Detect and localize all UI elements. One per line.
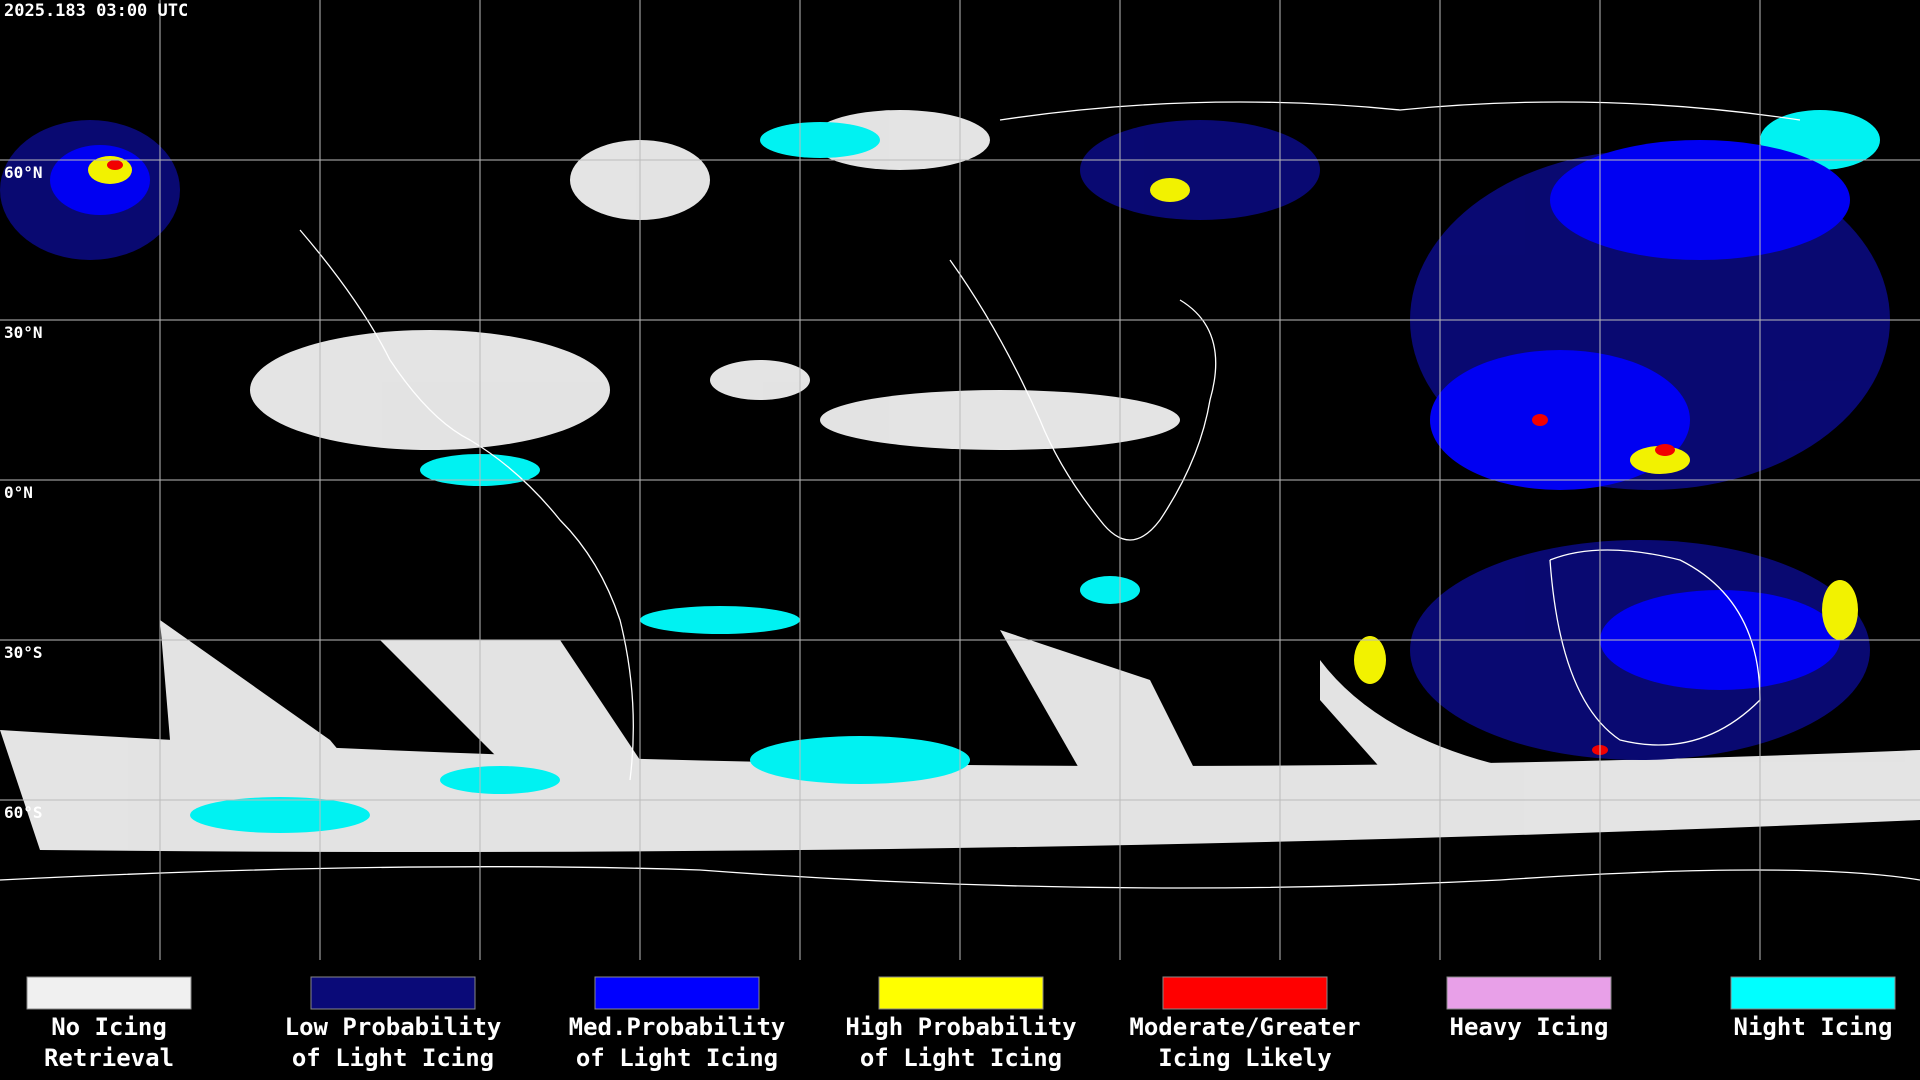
graticule: 60°N 30°N 0°N 30°S 60°S: [0, 0, 1920, 960]
cloud-area: [820, 390, 1180, 450]
cloud-area: [640, 606, 800, 634]
legend-label: Icing Likely: [1158, 1044, 1331, 1072]
timestamp: 2025.183 03:00 UTC: [4, 1, 188, 21]
legend-label: Med.Probability: [569, 1013, 786, 1041]
legend-swatch: [878, 976, 1044, 1010]
legend-label: Heavy Icing: [1450, 1013, 1609, 1041]
legend-label: of Light Icing: [576, 1044, 778, 1072]
legend-label: Night Icing: [1734, 1013, 1893, 1041]
latitude-label: 60°N: [4, 163, 43, 182]
cloud-area: [380, 640, 640, 780]
latitude-label: 0°N: [4, 483, 33, 502]
cloud-area: [1550, 140, 1850, 260]
latitude-label: 30°N: [4, 323, 43, 342]
cloud-area: [107, 160, 123, 170]
legend-label: Low Probability: [285, 1013, 502, 1041]
coastline: [999, 101, 1801, 121]
cloud-area: [1150, 178, 1190, 202]
coastlines: [0, 101, 1920, 889]
legend-label: High Probability: [845, 1013, 1076, 1041]
cloud-area: [1822, 580, 1858, 640]
cloud-area: [1080, 120, 1320, 220]
cloud-area: [190, 797, 370, 833]
cloud-area: [1630, 446, 1690, 474]
legend-swatch: [594, 976, 760, 1010]
cloud-area: [1430, 350, 1690, 490]
legend-label: Retrieval: [44, 1044, 174, 1072]
legend-swatch: [1446, 976, 1612, 1010]
latitude-label: 30°S: [4, 643, 43, 662]
cloud-area: [1320, 660, 1520, 790]
legend-swatch: [1730, 976, 1896, 1010]
cloud-area: [440, 766, 560, 794]
legend-swatch: [310, 976, 476, 1010]
cloud-area: [1655, 444, 1675, 456]
cloud-area: [750, 736, 970, 784]
legend: No Icing Retrieval Low Probability of Light…: [26, 976, 1896, 1072]
legend-swatch: [1162, 976, 1328, 1010]
cloud-area: [710, 360, 810, 400]
legend-swatch: [26, 976, 192, 1010]
legend-label: No Icing: [51, 1013, 167, 1041]
latitude-label: 60°S: [4, 803, 43, 822]
cloud-area: [1354, 636, 1386, 684]
legend-label: of Light Icing: [860, 1044, 1062, 1072]
legend-label: of Light Icing: [292, 1044, 494, 1072]
cloud-area: [1080, 576, 1140, 604]
coastline: [949, 259, 1217, 541]
coastline: [0, 866, 1920, 889]
cloud-area: [760, 122, 880, 158]
cloud-area: [810, 110, 990, 170]
cloud-area: [1532, 414, 1548, 426]
cloud-area: [1000, 630, 1200, 780]
cloud-area: [250, 330, 610, 450]
legend-label: Moderate/Greater: [1129, 1013, 1360, 1041]
coastline: [299, 229, 634, 781]
